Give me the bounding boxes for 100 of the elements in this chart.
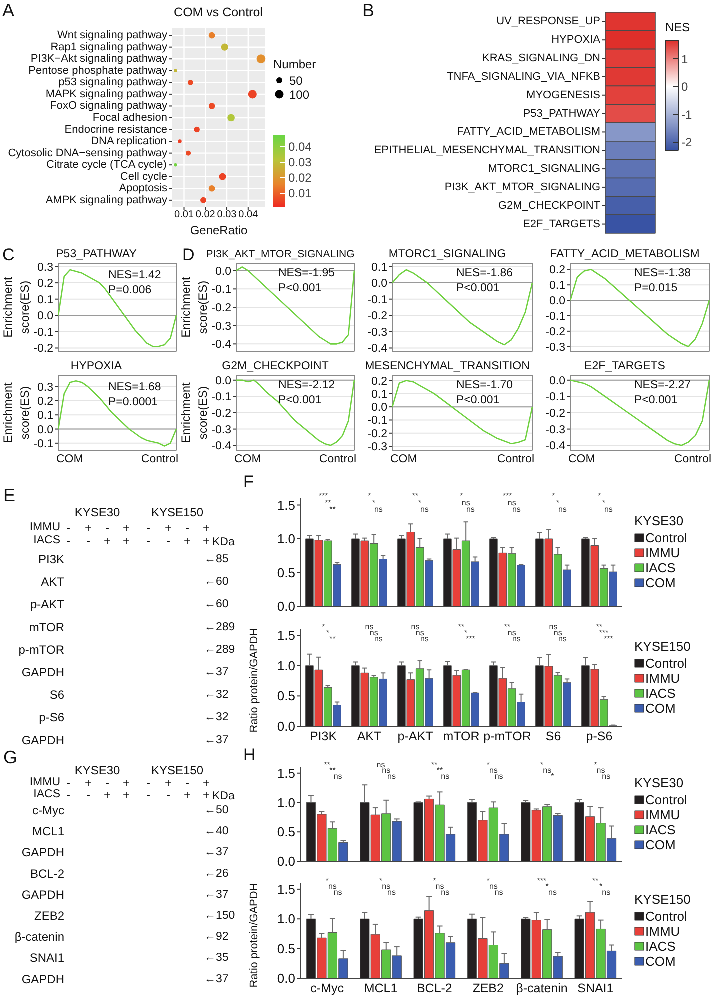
legend-label: COM (646, 701, 676, 716)
text: - (146, 534, 150, 548)
annotation: P<0.001 (278, 394, 322, 406)
annotation: ** (330, 766, 336, 776)
y-tick-label: 0.1 (38, 410, 54, 422)
y-tick-label: 0.5 (277, 565, 296, 580)
y-tick-label: -0.1 (546, 392, 566, 404)
text: G (4, 748, 18, 768)
text: - (166, 534, 170, 548)
category-label: GAPDH (22, 972, 65, 986)
text: A (2, 0, 15, 20)
text: F (244, 472, 254, 492)
annotation: NES=-1.38 (634, 268, 692, 280)
y-tick-label: Apoptosis (119, 182, 168, 195)
annotation: ns (411, 622, 420, 632)
y-tick-label: -0.3 (212, 424, 232, 436)
text: + (104, 534, 112, 548)
annotation: ** (458, 622, 465, 632)
category-label: ←40 (204, 826, 229, 838)
annotation: P<0.001 (278, 282, 322, 294)
annotation: ns (604, 505, 613, 514)
y-tick-label: MYOGENESIS (526, 89, 601, 102)
color-bar-label: 0.03 (288, 156, 312, 170)
y-tick-label: 0.0 (38, 310, 54, 323)
category-label: GAPDH (22, 733, 65, 748)
y-tick-label: 0.0 (277, 719, 296, 734)
text: IACS (34, 534, 61, 546)
y-tick-label: -0.2 (212, 408, 232, 420)
annotation: * (551, 772, 554, 782)
text: - (146, 521, 150, 535)
legend-title: KYSE150 (634, 892, 691, 907)
annotation: ** (436, 766, 444, 776)
annotation: ** (412, 492, 419, 501)
y-tick-label: -0.1 (34, 326, 54, 339)
x-tick-label: S6 (546, 730, 562, 744)
chart-title: MTORC1_SIGNALING (388, 248, 506, 260)
y-tick-label: -0.2 (212, 302, 232, 314)
chart-title: MESENCHYMAL_TRANSITION (365, 360, 530, 372)
x-tick-label: 0.02 (196, 210, 216, 220)
text: - (86, 534, 90, 548)
x-tick-label: p-S6 (586, 730, 613, 744)
text: - (186, 521, 190, 535)
text: - (66, 776, 70, 790)
text: - (146, 788, 150, 802)
annotation: ns (374, 505, 383, 514)
y-tick-label: -0.4 (546, 440, 566, 453)
text: - (66, 521, 70, 535)
annotation: * (599, 882, 603, 892)
annotation: ** (324, 498, 332, 508)
category-label: GAPDH (22, 888, 65, 902)
y-tick-label: 0.1 (38, 294, 54, 306)
annotation: ns (462, 498, 470, 508)
y-tick-label: -0.2 (546, 408, 566, 420)
y-tick-label: MTORC1_SIGNALING (488, 163, 601, 176)
y-axis-title: Ratio protein/GAPDH (248, 883, 260, 988)
y-tick-label: -0.1 (212, 284, 232, 296)
y-tick-label: -0.1 (212, 392, 232, 404)
text: + (202, 521, 210, 535)
text: - (186, 776, 190, 790)
text: KYSE150 (151, 506, 204, 520)
text: - (86, 788, 90, 802)
legend-label: COM (646, 838, 676, 852)
annotation: ns (602, 888, 611, 898)
y-tick-label: 0.0 (277, 971, 296, 986)
category-label: ←32 (204, 712, 229, 724)
annotation: * (368, 492, 372, 501)
color-bar-label: 0 (682, 80, 688, 94)
annotation: ns (549, 622, 558, 632)
color-bar-title: NES (666, 20, 690, 34)
text: - (166, 788, 170, 802)
y-tick-label: PI3K−Akt signaling pathway (30, 53, 168, 66)
y-tick-label: -0.4 (368, 343, 388, 356)
text: Control (674, 454, 712, 466)
y-tick-label: 0.3 (38, 262, 54, 274)
annotation: * (433, 876, 436, 886)
annotation: * (326, 628, 330, 638)
legend-label: Control (646, 792, 688, 808)
category-label: BCL-2 (30, 866, 64, 881)
category-label: mTOR (29, 620, 64, 634)
text: H (244, 746, 256, 764)
annotation: NES=1.42 (108, 270, 162, 282)
text: KYSE30 (74, 506, 121, 520)
y-tick-label: 0.5 (277, 688, 296, 704)
text: KYSE150 (151, 764, 204, 778)
y-tick-label: 0.0 (550, 296, 566, 308)
annotation: ns (420, 505, 429, 514)
annotation: ns (441, 772, 450, 782)
category-label: SNAI1 (30, 951, 65, 966)
x-axis-title: GeneRatio (190, 224, 248, 238)
category-label: ←37 (204, 888, 229, 901)
y-tick-label: -0.4 (212, 440, 232, 453)
category-label: p-mTOR (18, 642, 64, 657)
x-tick-label: 0.03 (217, 210, 238, 220)
annotation: *** (502, 492, 512, 501)
annotation: * (598, 492, 602, 501)
category-label: ←35 (204, 952, 229, 964)
annotation: ** (432, 760, 438, 770)
y-tick-label: 1.0 (277, 795, 296, 810)
y-tick-label: 0.5 (277, 824, 296, 840)
annotation: P<0.001 (456, 394, 500, 406)
